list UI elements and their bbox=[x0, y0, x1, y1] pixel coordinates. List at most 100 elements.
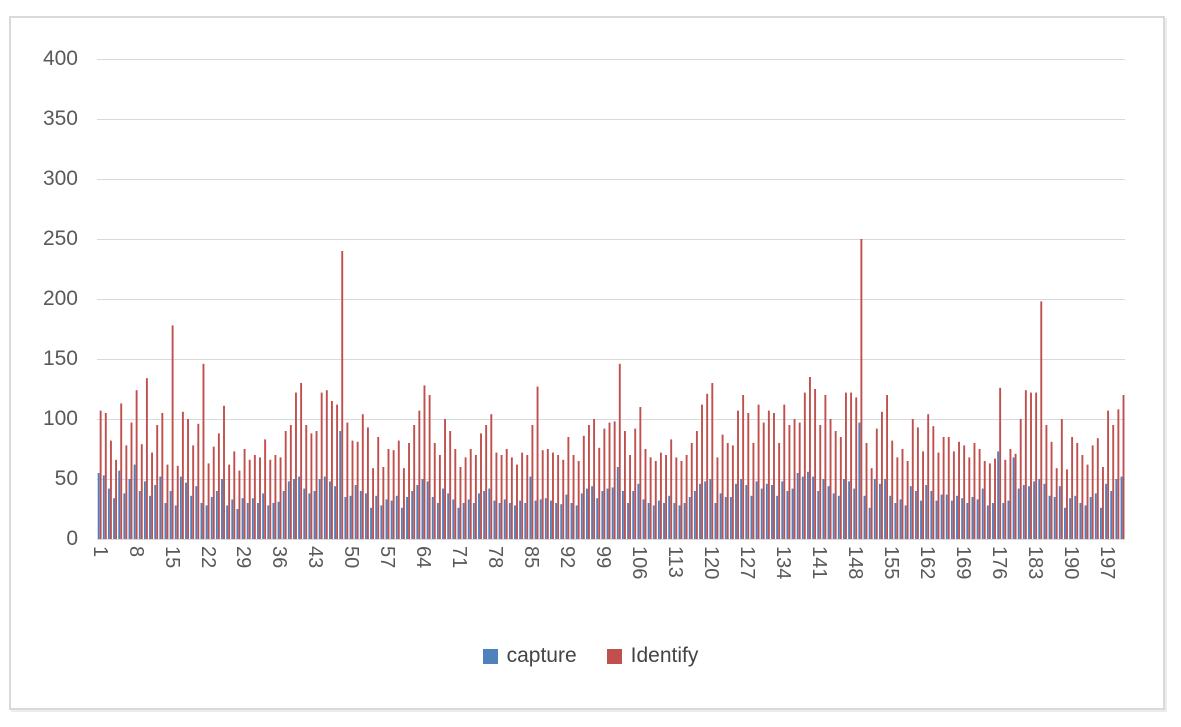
Identify-bar bbox=[546, 449, 549, 539]
capture-bar bbox=[606, 488, 609, 539]
capture-bar bbox=[128, 479, 131, 539]
capture-bar bbox=[940, 494, 943, 539]
Identify-bar bbox=[1009, 449, 1012, 539]
Identify-bar bbox=[988, 463, 991, 539]
capture-bar bbox=[945, 494, 948, 539]
Identify-bar bbox=[351, 440, 354, 539]
capture-bar bbox=[215, 491, 218, 539]
capture-bar bbox=[750, 495, 753, 539]
Identify-bar bbox=[1045, 425, 1048, 539]
capture-bar bbox=[159, 476, 162, 539]
Identify-bar bbox=[181, 411, 184, 539]
capture-bar bbox=[195, 486, 198, 539]
capture-bar bbox=[740, 479, 743, 539]
Identify-bar bbox=[331, 401, 333, 539]
capture-bar bbox=[735, 483, 737, 539]
Identify-bar bbox=[1076, 443, 1079, 539]
Identify-bar bbox=[176, 465, 179, 539]
capture-bar bbox=[966, 503, 969, 539]
capture-bar bbox=[1105, 483, 1108, 539]
capture-bar bbox=[992, 503, 994, 539]
capture-bar bbox=[616, 467, 619, 539]
x-tick-label: 155 bbox=[880, 546, 903, 580]
Identify-bar bbox=[1117, 409, 1120, 539]
Identify-bar bbox=[870, 468, 873, 539]
capture-bar bbox=[555, 503, 558, 539]
capture-bar bbox=[1089, 497, 1092, 539]
Identify-bar bbox=[438, 455, 441, 539]
Identify-bar bbox=[891, 440, 894, 539]
capture-bar bbox=[832, 493, 835, 539]
Identify-bar bbox=[325, 390, 328, 539]
capture-bar bbox=[776, 495, 779, 539]
capture-bar bbox=[1022, 485, 1025, 539]
Identify-bar bbox=[531, 425, 534, 539]
capture-bar bbox=[179, 476, 182, 539]
capture-bar bbox=[807, 471, 809, 539]
Identify-bar bbox=[315, 431, 318, 539]
Identify-bar bbox=[572, 455, 575, 539]
Identify-bar bbox=[839, 437, 842, 539]
capture-bar bbox=[678, 505, 681, 539]
capture-bar bbox=[318, 479, 321, 539]
Identify-bar bbox=[855, 397, 858, 539]
Identify-bar bbox=[1107, 410, 1110, 539]
capture-bar bbox=[1048, 495, 1051, 539]
Identify-bar bbox=[670, 439, 673, 539]
capture-bar bbox=[442, 488, 444, 539]
capture-bar bbox=[668, 495, 671, 539]
capture-bar bbox=[1043, 483, 1046, 539]
capture-bar bbox=[693, 491, 696, 539]
capture-bar bbox=[848, 481, 851, 539]
x-tick-label: 190 bbox=[1060, 546, 1083, 580]
Identify-bar bbox=[906, 461, 909, 539]
capture-bar bbox=[976, 499, 979, 539]
x-tick-label: 57 bbox=[376, 546, 399, 569]
capture-bar bbox=[817, 491, 820, 539]
capture-bar bbox=[791, 488, 794, 539]
capture-bar bbox=[884, 479, 887, 539]
Identify-bar bbox=[1050, 441, 1053, 539]
capture-bar bbox=[257, 503, 259, 539]
capture-bar bbox=[102, 475, 105, 539]
capture-bar bbox=[277, 501, 280, 539]
Identify-bar bbox=[767, 410, 770, 539]
capture-bar bbox=[981, 488, 984, 539]
x-tick-label: 50 bbox=[340, 546, 363, 569]
capture-bar bbox=[586, 488, 588, 539]
Identify-bar bbox=[248, 459, 251, 539]
Identify-bar bbox=[99, 410, 102, 539]
capture-bar bbox=[107, 488, 110, 539]
capture-bar bbox=[601, 491, 604, 539]
capture-bar bbox=[971, 497, 974, 539]
capture-bar bbox=[950, 500, 953, 539]
Identify-bar bbox=[490, 414, 493, 539]
Identify-bar bbox=[937, 452, 940, 539]
Identify-bar bbox=[454, 449, 457, 539]
Identify-bar bbox=[557, 455, 560, 539]
capture-bar bbox=[1053, 497, 1056, 539]
capture-bar bbox=[149, 495, 151, 539]
capture-bar bbox=[508, 503, 511, 539]
Identify-bar bbox=[397, 440, 400, 539]
Identify-bar bbox=[634, 428, 637, 539]
Identify-bar bbox=[603, 428, 606, 539]
x-tick-label: 106 bbox=[628, 546, 651, 580]
x-tick-label: 134 bbox=[772, 546, 795, 580]
capture-bar bbox=[863, 495, 866, 539]
Identify-bar bbox=[243, 449, 246, 539]
Identify-bar bbox=[516, 464, 518, 539]
capture-bar bbox=[544, 498, 547, 539]
Identify-bar bbox=[649, 457, 652, 539]
x-tick-label: 71 bbox=[448, 546, 471, 569]
capture-bar bbox=[822, 479, 825, 539]
Identify-bar bbox=[598, 447, 601, 539]
capture-bar bbox=[858, 422, 861, 539]
Identify-bar bbox=[978, 449, 981, 539]
capture-bar bbox=[251, 498, 254, 539]
capture-bar bbox=[709, 479, 712, 539]
capture-swatch-icon bbox=[482, 648, 498, 664]
y-tick-label: 300 bbox=[42, 167, 78, 190]
x-tick-label: 15 bbox=[160, 546, 183, 569]
capture-bar bbox=[190, 495, 193, 539]
